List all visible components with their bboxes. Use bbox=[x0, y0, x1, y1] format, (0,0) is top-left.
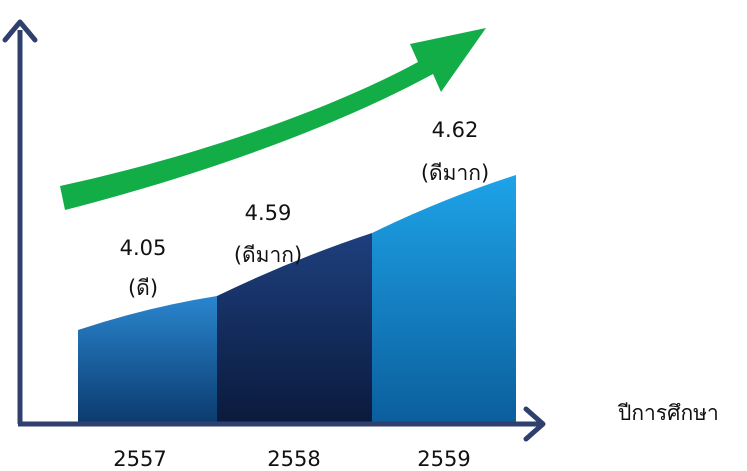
data-label-value: 4.59 bbox=[245, 201, 292, 225]
axes bbox=[2, 19, 546, 442]
x-axis-label: ปีการศึกษา bbox=[617, 401, 719, 425]
data-label-value: 4.05 bbox=[120, 236, 167, 260]
x-tick-label: 2557 bbox=[113, 447, 166, 471]
trend-arrow bbox=[60, 28, 486, 210]
data-label-rating: (ดีมาก) bbox=[234, 243, 302, 267]
data-label-value: 4.62 bbox=[432, 118, 479, 142]
y-axis-arrowhead bbox=[2, 19, 38, 43]
area-segment-2559 bbox=[372, 175, 516, 424]
data-label-rating: (ดีมาก) bbox=[421, 161, 489, 185]
x-tick-label: 2559 bbox=[417, 447, 470, 471]
area-segment-2557 bbox=[78, 296, 217, 424]
x-tick-label: 2558 bbox=[267, 447, 320, 471]
data-label-rating: (ดี) bbox=[128, 276, 158, 300]
y-axis-label: ค bbox=[51, 0, 65, 3]
x-axis-arrowhead bbox=[523, 406, 546, 442]
area-segment-2558 bbox=[217, 233, 372, 424]
